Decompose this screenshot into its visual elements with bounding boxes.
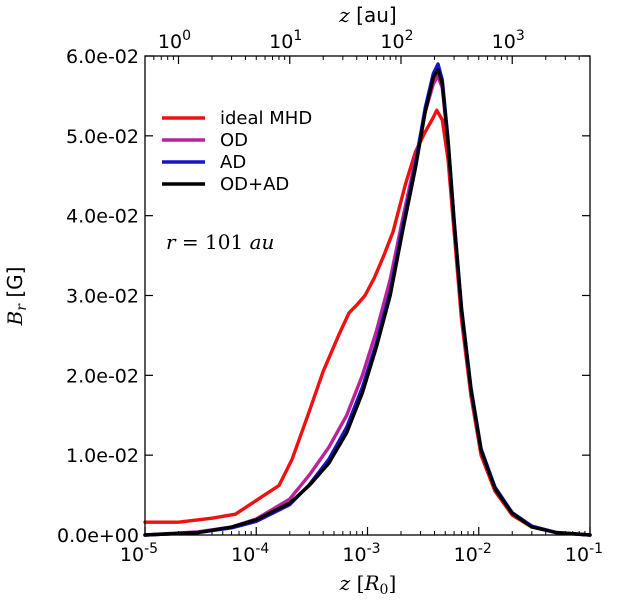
y-tick-label: 5.0e-02 bbox=[66, 126, 139, 148]
plot-lines bbox=[143, 62, 592, 537]
legend-label: OD bbox=[220, 130, 248, 151]
top-axis-title: z [au] bbox=[338, 3, 396, 27]
y-tick-label: 6.0e-02 bbox=[66, 46, 139, 68]
legend-label: ideal MHD bbox=[220, 108, 312, 129]
x-tick-label: 10-4 bbox=[231, 541, 269, 566]
series-line-3 bbox=[143, 67, 592, 537]
x-axis-title: z [R0] bbox=[339, 571, 397, 598]
series-line-0 bbox=[143, 108, 592, 537]
plot-frame bbox=[144, 55, 591, 536]
x-tick-label: 10-1 bbox=[565, 541, 603, 566]
x-tick-label: 10-3 bbox=[342, 541, 380, 566]
legend-label: AD bbox=[220, 152, 246, 173]
y-tick-label: 2.0e-02 bbox=[66, 365, 139, 387]
top-tick-label: 103 bbox=[492, 28, 525, 53]
axis-ticks bbox=[144, 55, 591, 536]
y-tick-label: 0.0e+00 bbox=[57, 525, 139, 547]
top-tick-label: 100 bbox=[158, 28, 191, 53]
y-tick-label: 3.0e-02 bbox=[66, 286, 139, 308]
radius-annotation: r = 101 au bbox=[166, 230, 274, 254]
top-tick-label: 102 bbox=[380, 28, 413, 53]
y-tick-label: 4.0e-02 bbox=[66, 206, 139, 228]
top-tick-label: 101 bbox=[269, 28, 302, 53]
series-line-1 bbox=[143, 74, 592, 537]
y-tick-label: 1.0e-02 bbox=[66, 445, 139, 467]
legend-label: OD+AD bbox=[220, 174, 289, 195]
axis-tick-labels: 0.0e+00 1.0e-02 2.0e-02 3.0e-02 4.0e-02 5.0e-… bbox=[57, 28, 603, 566]
series-line-2 bbox=[143, 62, 592, 537]
x-tick-label: 10-2 bbox=[454, 541, 492, 566]
y-axis-title: Br [G] bbox=[3, 267, 30, 327]
x-tick-label: 10-5 bbox=[120, 541, 158, 566]
